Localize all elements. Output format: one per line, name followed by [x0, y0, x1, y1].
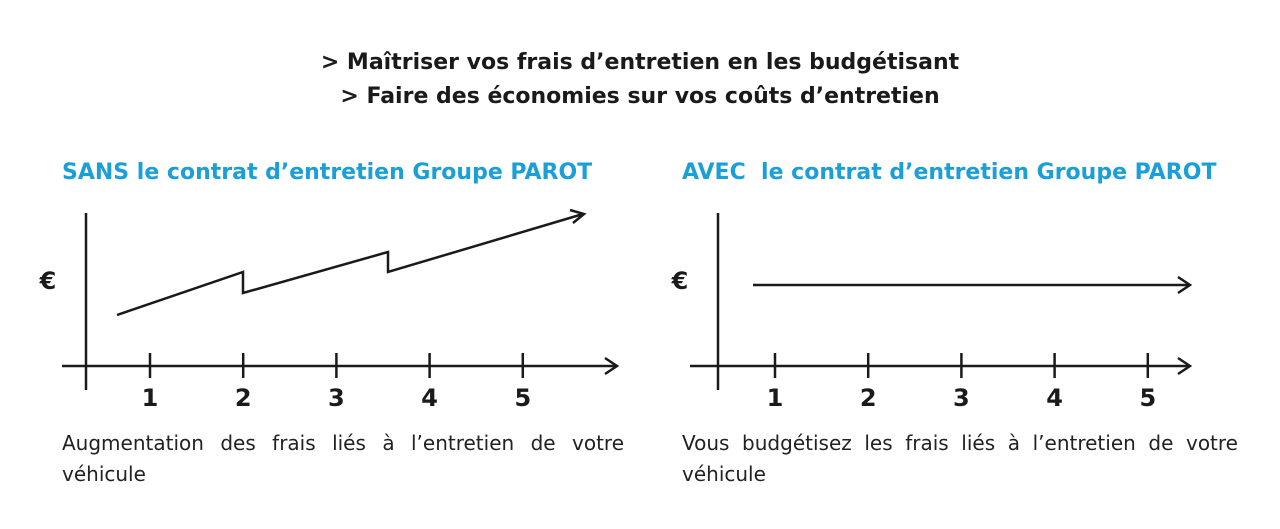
panel-caption: Augmentation des frais liés à l’entretie…	[62, 431, 624, 486]
cost-line	[116, 212, 584, 317]
arrow-head	[1177, 275, 1193, 295]
tick-label: 1	[142, 384, 159, 412]
tick-label: 5	[1139, 384, 1156, 412]
panel-title: SANS le contrat d’entretien Groupe PAROT	[62, 160, 593, 185]
header-line: > Faire des économies sur vos coûts d’en…	[340, 84, 940, 109]
tick-label: 4	[1046, 384, 1063, 412]
arrow-head	[1177, 356, 1193, 376]
tick-label: 4	[421, 384, 438, 412]
header-line: > Maîtriser vos frais d’entretien en les…	[320, 50, 960, 75]
panel-caption: Vous budgétisez les frais liés à l’entre…	[682, 431, 1238, 486]
tick-label: 3	[328, 384, 345, 412]
arrow-head	[569, 208, 587, 224]
currency-label: €	[39, 267, 57, 295]
tick-label: 3	[953, 384, 970, 412]
currency-label: €	[671, 267, 689, 295]
panel-title: AVEC le contrat d’entretien Groupe PAROT	[682, 160, 1217, 185]
tick-label: 5	[514, 384, 531, 412]
arrow-head	[604, 356, 620, 376]
tick-label: 2	[235, 384, 252, 412]
tick-label: 2	[860, 384, 877, 412]
tick-label: 1	[767, 384, 784, 412]
